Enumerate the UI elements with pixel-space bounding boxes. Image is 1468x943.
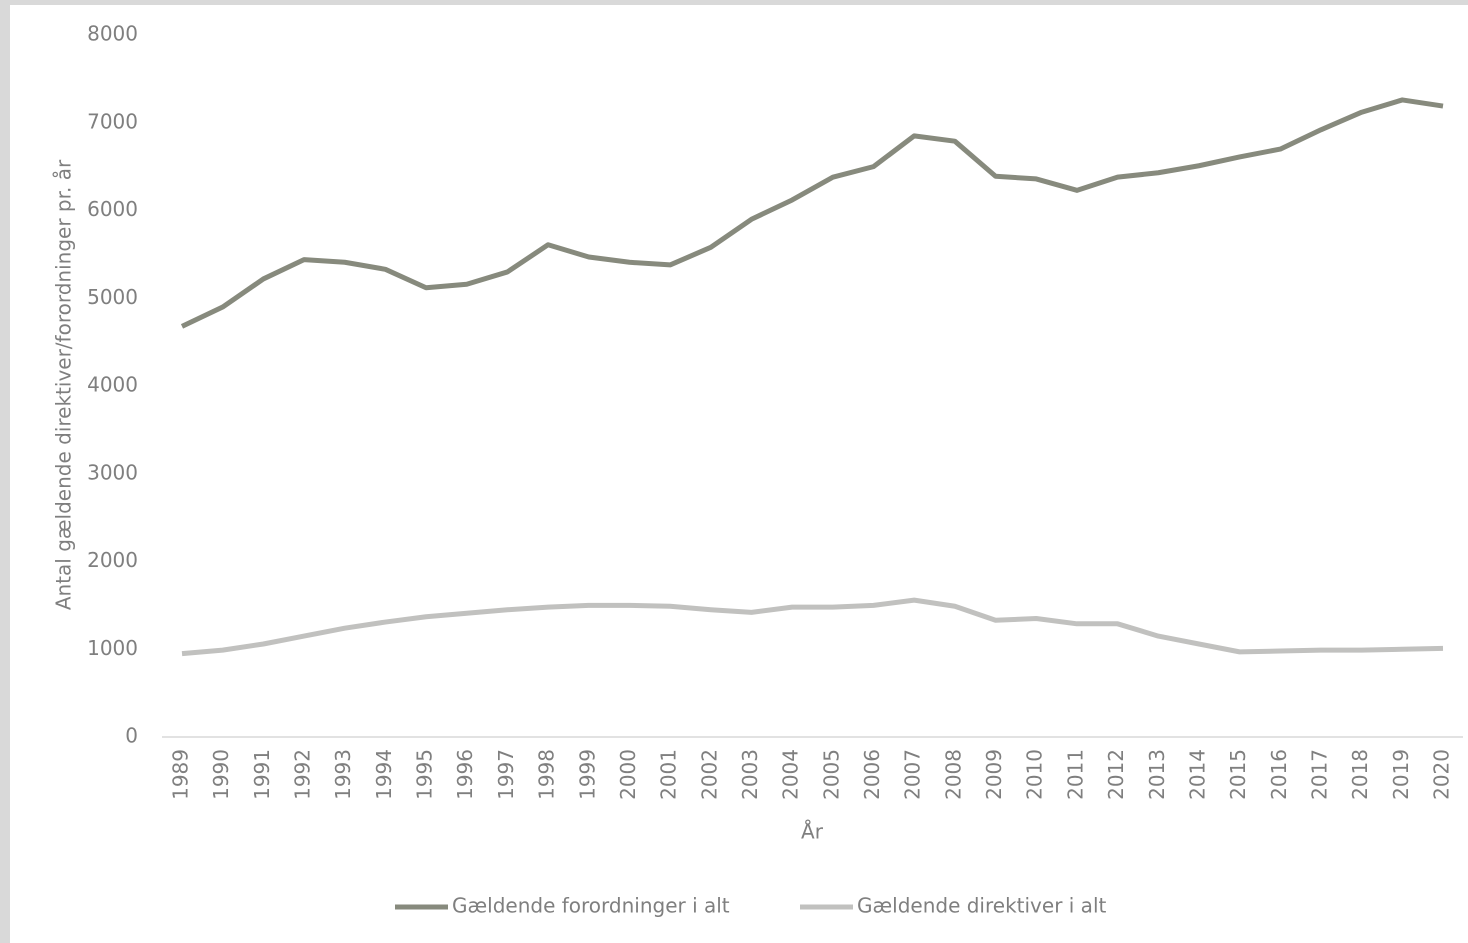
- x-tick-label: 2014: [1185, 749, 1209, 800]
- x-tick-label: 2001: [657, 749, 681, 800]
- y-tick-label: 8000: [87, 22, 138, 46]
- x-tick-label: 2009: [982, 749, 1006, 800]
- x-tick-label: 1994: [372, 749, 396, 800]
- series-line: [181, 597, 1444, 657]
- x-tick-label: 2011: [1063, 749, 1087, 800]
- x-tick-label: 2007: [901, 749, 925, 800]
- x-tick-label: 2008: [941, 749, 965, 800]
- x-tick-label: 2016: [1267, 749, 1291, 800]
- y-tick-label: 7000: [87, 109, 138, 133]
- x-tick-label: 1997: [494, 749, 518, 800]
- legend-label: Gældende forordninger i alt: [452, 894, 730, 918]
- y-axis-title: Antal gældende direktiver/forordninger p…: [52, 159, 76, 610]
- legend-label: Gældende direktiver i alt: [857, 894, 1106, 918]
- x-tick-label: 2013: [1145, 749, 1169, 800]
- y-tick-label: 0: [125, 724, 138, 748]
- x-tick-label: 1992: [291, 749, 315, 800]
- x-tick-label: 2020: [1430, 749, 1454, 800]
- x-tick-label: 2015: [1226, 749, 1250, 800]
- x-tick-label: 1998: [535, 749, 559, 800]
- x-tick-label: 2019: [1389, 749, 1413, 800]
- x-tick-label: 1991: [250, 749, 274, 800]
- x-tick-label: 1999: [575, 749, 599, 800]
- x-tick-label: 1995: [413, 749, 437, 800]
- y-tick-label: 2000: [87, 548, 138, 572]
- x-tick-label: 1996: [453, 749, 477, 800]
- x-tick-label: 2018: [1348, 749, 1372, 800]
- x-axis-title: År: [801, 820, 824, 844]
- x-tick-label: 1993: [331, 749, 355, 800]
- chart: Antal gældende direktiver/forordninger p…: [10, 5, 1468, 943]
- series-line: [180, 97, 1444, 329]
- y-tick-label: 1000: [87, 636, 138, 660]
- x-tick-label: 2005: [819, 749, 843, 800]
- y-tick-label: 5000: [87, 285, 138, 309]
- x-tick-label: 2000: [616, 749, 640, 800]
- y-tick-label: 6000: [87, 197, 138, 221]
- x-tick-label: 2003: [738, 749, 762, 800]
- x-tick-label: 2010: [1023, 749, 1047, 800]
- y-tick-label: 3000: [87, 460, 138, 484]
- x-tick-label: 2012: [1104, 749, 1128, 800]
- x-tick-label: 2017: [1307, 749, 1331, 800]
- x-tick-label: 1989: [169, 749, 193, 800]
- y-tick-label: 4000: [87, 373, 138, 397]
- x-tick-label: 2004: [779, 749, 803, 800]
- x-tick-label: 2006: [860, 749, 884, 800]
- x-tick-label: 2002: [697, 749, 721, 800]
- x-tick-label: 1990: [209, 749, 233, 800]
